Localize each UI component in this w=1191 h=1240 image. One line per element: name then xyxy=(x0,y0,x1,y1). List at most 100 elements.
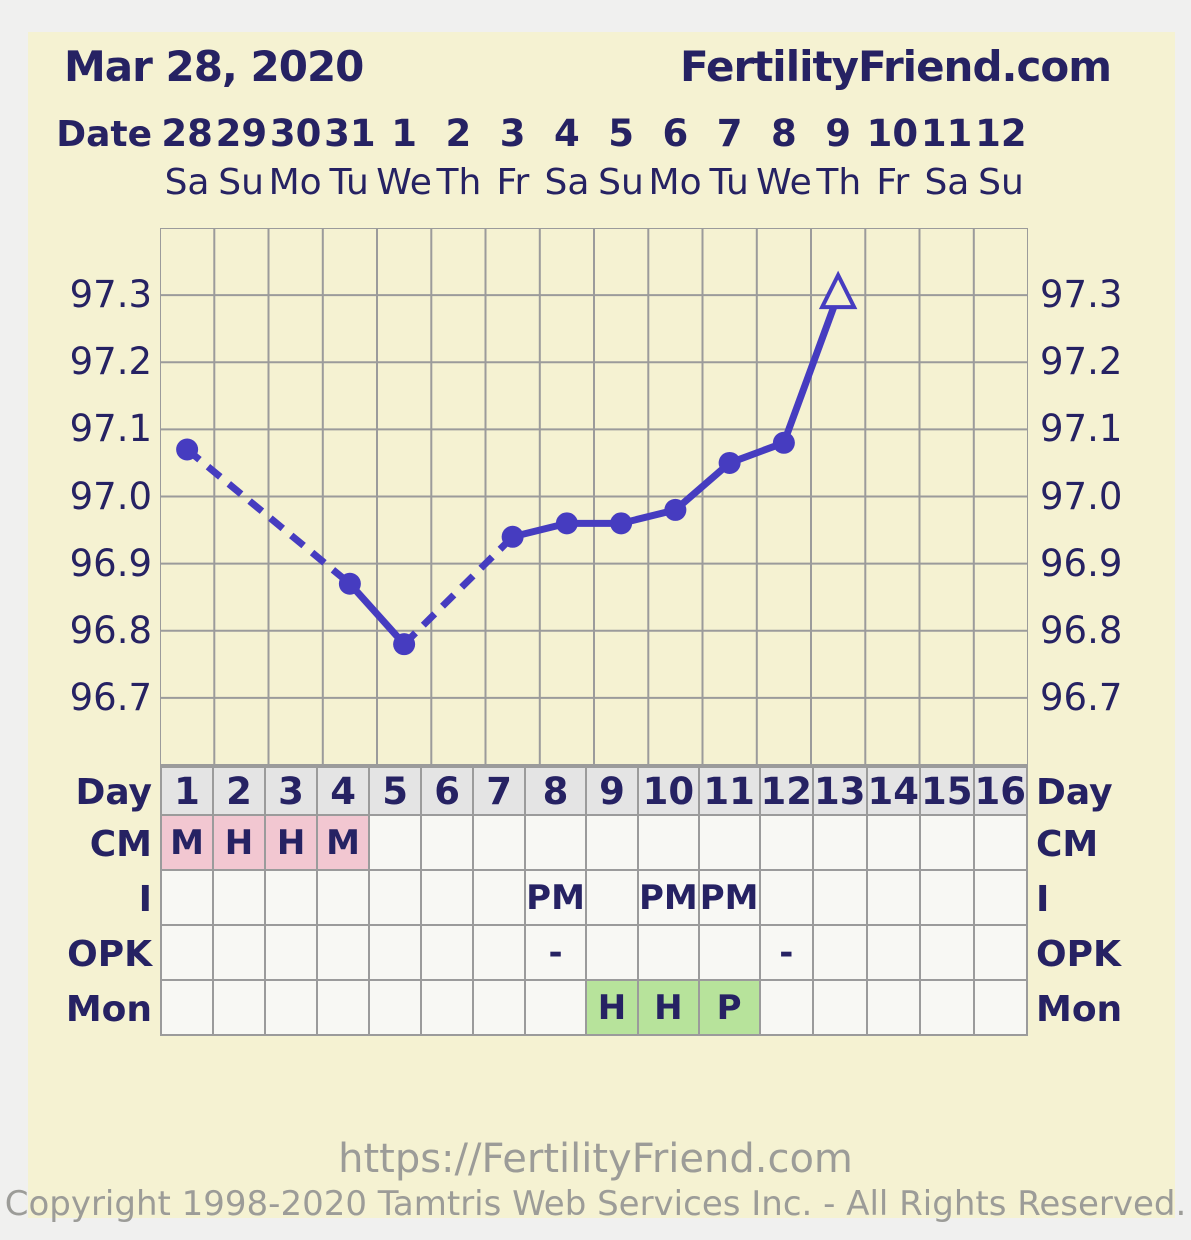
cm-cell xyxy=(370,816,421,869)
weekday-label: Su xyxy=(218,161,264,203)
opk-cell xyxy=(699,926,759,979)
weekday-label: Mo xyxy=(268,161,322,203)
date-label: 9 xyxy=(825,111,851,155)
weekday-label: Fr xyxy=(496,161,530,203)
i-cell xyxy=(214,871,265,924)
date-label: 6 xyxy=(662,111,689,155)
opk-cell: - xyxy=(526,926,585,979)
cm-cell xyxy=(638,816,698,869)
i-cell xyxy=(586,871,637,924)
cm-cell: H xyxy=(266,816,317,869)
weekday-label: Th xyxy=(816,161,862,203)
mon-cell xyxy=(370,981,421,1034)
temp-point xyxy=(176,438,199,461)
day-cell: 3 xyxy=(266,768,317,814)
mon-cell xyxy=(422,981,473,1034)
temp-tick-label: 97.3 xyxy=(69,273,152,317)
day-cell: 13 xyxy=(814,768,866,814)
opk-cell xyxy=(867,926,919,979)
row-label-day: Day xyxy=(1036,772,1113,813)
date-label: 5 xyxy=(608,111,634,155)
mon-cell xyxy=(921,981,973,1034)
mon-cell: H xyxy=(586,981,637,1034)
mon-cell: P xyxy=(699,981,759,1034)
weekday-label: Mo xyxy=(648,161,702,203)
row-label-cm: CM xyxy=(1036,823,1099,865)
temp-tick-label: 97.0 xyxy=(1040,474,1123,518)
i-cell xyxy=(162,871,213,924)
i-cell xyxy=(921,871,973,924)
cm-cell xyxy=(699,816,759,869)
day-cell: 7 xyxy=(474,768,525,814)
day-cell: 6 xyxy=(422,768,473,814)
date-label: 4 xyxy=(554,111,580,155)
date-label: 29 xyxy=(215,111,268,155)
date-label: 11 xyxy=(920,111,973,155)
day-cell: 11 xyxy=(699,768,759,814)
cm-cell: M xyxy=(162,816,213,869)
temp-point xyxy=(393,633,416,656)
i-cell xyxy=(814,871,866,924)
opk-cell xyxy=(474,926,525,979)
day-cell: 4 xyxy=(318,768,369,814)
mon-cell xyxy=(974,981,1026,1034)
row-label-day: Day xyxy=(75,772,152,813)
i-cell xyxy=(974,871,1026,924)
row-label-mon: Mon xyxy=(1036,988,1123,1030)
bbt-line-chart xyxy=(160,228,1028,766)
day-cell: 1 xyxy=(162,768,213,814)
mon-cell xyxy=(814,981,866,1034)
day-cell: 15 xyxy=(921,768,973,814)
mon-cell xyxy=(867,981,919,1034)
mon-cell xyxy=(214,981,265,1034)
temp-point xyxy=(501,525,524,548)
temp-line-segment xyxy=(347,581,407,647)
temp-point xyxy=(664,498,687,521)
temp-tick-label: 97.2 xyxy=(1040,340,1123,384)
temp-tick-label: 97.3 xyxy=(1040,273,1123,317)
temp-point-open-triangle xyxy=(818,270,858,310)
day-cell: 2 xyxy=(214,768,265,814)
opk-cell xyxy=(214,926,265,979)
opk-cell xyxy=(266,926,317,979)
temp-tick-label: 97.1 xyxy=(69,407,152,451)
day-cell: 5 xyxy=(370,768,421,814)
mon-cell xyxy=(526,981,585,1034)
brand-link[interactable]: FertilityFriend.com xyxy=(680,42,1112,91)
mon-cell xyxy=(162,981,213,1034)
opk-cell xyxy=(638,926,698,979)
chart-gridlines xyxy=(160,228,1028,766)
row-label-cm: CM xyxy=(89,823,152,865)
cm-cell: H xyxy=(214,816,265,869)
footer-url-link[interactable]: https://FertilityFriend.com xyxy=(338,1136,853,1182)
opk-cell: - xyxy=(760,926,812,979)
opk-cell xyxy=(422,926,473,979)
weekday-label: Tu xyxy=(709,161,749,203)
cm-cell xyxy=(760,816,812,869)
i-cell: PM xyxy=(526,871,585,924)
date-label: 31 xyxy=(324,111,376,155)
date-label: 1 xyxy=(391,111,417,155)
cm-cell xyxy=(474,816,525,869)
opk-cell xyxy=(974,926,1026,979)
weekday-label: Tu xyxy=(329,161,369,203)
i-cell xyxy=(474,871,525,924)
cm-cell xyxy=(921,816,973,869)
date-row-label: Date xyxy=(56,114,152,155)
weekday-label: Sa xyxy=(544,161,590,203)
day-cell: 16 xyxy=(974,768,1026,814)
weekday-label: Su xyxy=(978,161,1024,203)
weekday-label: Fr xyxy=(876,161,910,203)
date-label: 2 xyxy=(445,111,472,155)
date-label: 8 xyxy=(771,111,797,155)
mon-cell xyxy=(760,981,812,1034)
temp-line-segment xyxy=(184,446,353,587)
date-label: 3 xyxy=(499,111,526,155)
cm-cell xyxy=(814,816,866,869)
cm-cell xyxy=(867,816,919,869)
row-label-opk: OPK xyxy=(1036,933,1121,975)
row-label-opk: OPK xyxy=(67,933,152,975)
opk-cell xyxy=(814,926,866,979)
weekday-label: Su xyxy=(598,161,644,203)
